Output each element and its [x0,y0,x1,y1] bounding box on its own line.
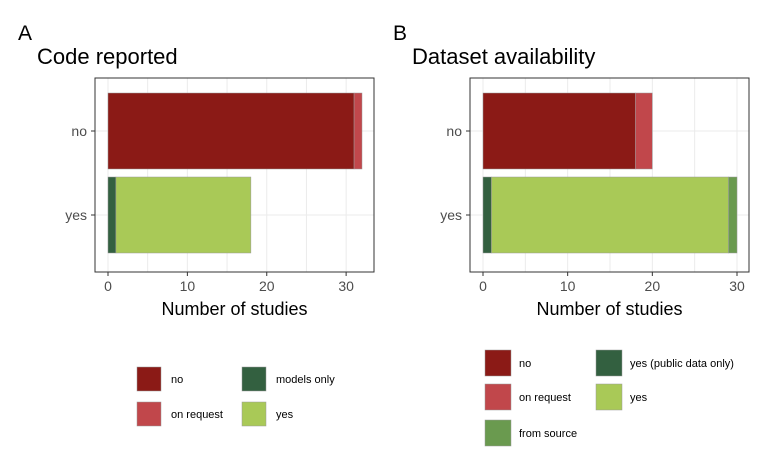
x-tick-label: 20 [259,278,275,294]
legend-key [484,349,512,377]
legend-label: on request [519,392,571,404]
legend-label: yes [276,409,294,421]
x-tick-label: 10 [560,278,576,294]
bar-segment-yes-yes [115,176,252,254]
x-tick-label: 20 [645,278,661,294]
panel-letter: B [393,22,407,45]
legend-label: no [171,374,183,386]
y-tick-label: no [71,123,87,139]
x-axis-title: Number of studies [536,299,682,319]
chart-title: Dataset availability [412,44,595,69]
bar-segment-no-on-request [635,92,653,170]
legend-label: from source [519,428,577,440]
plot-border [469,77,750,273]
bar-segment-yes-models-only [107,176,117,254]
x-tick-label: 0 [479,278,487,294]
bar-segment-yes-yes-public-data-only- [482,176,492,254]
legend-key [484,383,512,411]
x-tick-label: 0 [104,278,112,294]
legend-key [595,383,623,411]
plot-border [94,77,375,273]
y-tick-label: yes [65,207,87,223]
x-tick-label: 10 [180,278,196,294]
legend-key [136,366,162,392]
legend: no models only on request yes [136,366,335,427]
legend-label: yes (public data only) [630,358,734,370]
x-tick-label: 30 [729,278,745,294]
x-axis-title: Number of studies [161,299,307,319]
legend-key [241,366,267,392]
bar-segment-no-on-request [353,92,363,170]
legend-label: models only [276,374,335,386]
y-tick-label: no [446,123,462,139]
legend-key [484,419,512,447]
x-tick-label: 30 [338,278,354,294]
legend-key [136,401,162,427]
bar-segment-yes-yes [491,176,729,254]
legend-label: no [519,358,531,370]
chart-title: Code reported [37,44,178,69]
y-tick-label: yes [440,207,462,223]
bar-segment-no-no [482,92,636,170]
legend-label: yes [630,392,648,404]
legend-key [595,349,623,377]
bar-segment-no-no [107,92,355,170]
legend: no yes (public data only) on request yes fro… [484,349,734,447]
legend-key [241,401,267,427]
bar-segment-yes-from-source [728,176,738,254]
legend-label: on request [171,409,223,421]
panel-letter: A [18,22,32,45]
